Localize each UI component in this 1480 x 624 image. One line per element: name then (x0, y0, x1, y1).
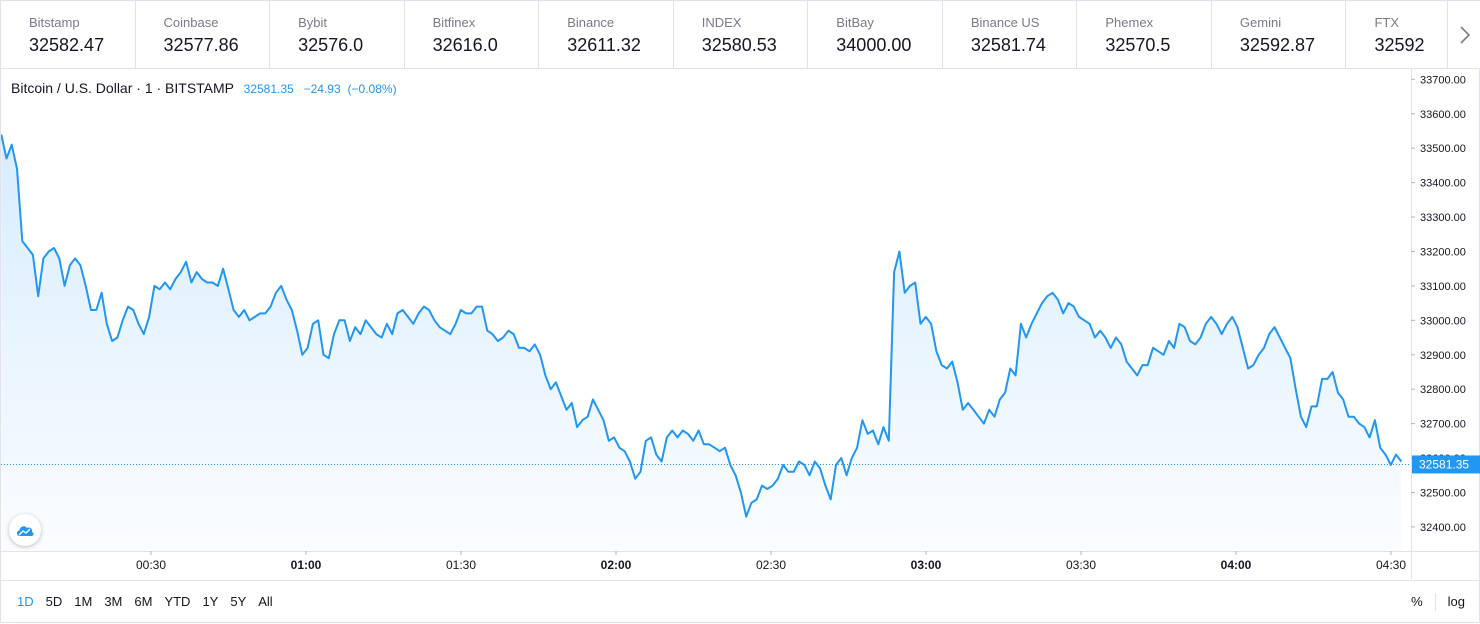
range-1m[interactable]: 1M (74, 594, 93, 609)
exchange-tab-binance-us[interactable]: Binance US 32581.74 (943, 1, 1078, 68)
exchange-tab-index[interactable]: INDEX 32580.53 (674, 1, 809, 68)
price-tick-label: 33100.00 (1420, 281, 1466, 293)
price-tick-label: 32700.00 (1420, 419, 1466, 431)
exchange-name: Binance US (970, 15, 1040, 30)
cloud-logo-icon[interactable] (9, 514, 41, 546)
exchange-tab-binance[interactable]: Binance 32611.32 (539, 1, 674, 68)
exchange-name: Coinbase (163, 15, 219, 30)
price-tick-label: 33400.00 (1420, 178, 1466, 190)
log-scale-toggle[interactable]: log (1447, 594, 1465, 609)
exchange-name: Bitfinex (432, 15, 476, 30)
exchange-tab-bitstamp[interactable]: Bitstamp 32582.47 (1, 1, 136, 68)
price-tick-label: 33300.00 (1420, 212, 1466, 224)
range-5y[interactable]: 5Y (230, 594, 247, 609)
percent-scale-toggle[interactable]: % (1411, 594, 1423, 609)
time-tick-label: 00:30 (136, 558, 166, 572)
exchange-price: 32581.74 (970, 35, 1046, 55)
price-line (1, 134, 1403, 518)
range-1y[interactable]: 1Y (202, 594, 219, 609)
time-tick-label: 04:00 (1221, 558, 1252, 572)
last-price-axis-badge (1412, 455, 1480, 474)
price-tick-label: 33000.00 (1420, 315, 1466, 327)
exchange-tab-ftx[interactable]: FTX 32592 (1346, 1, 1480, 68)
divider (1434, 593, 1436, 611)
exchange-name: FTX (1374, 15, 1400, 30)
exchange-price: 32592.87 (1239, 35, 1315, 55)
exchange-price: 32577.86 (163, 35, 239, 55)
price-tick-label: 33600.00 (1420, 109, 1466, 121)
time-tick-label: 03:30 (1066, 558, 1096, 572)
exchange-tab-bybit[interactable]: Bybit 32576.0 (270, 1, 405, 68)
range-6m[interactable]: 6M (134, 594, 153, 609)
chart-legend: Bitcoin / U.S. Dollar · 1 · BITSTAMP 325… (11, 80, 397, 96)
exchange-tab-bitbay[interactable]: BitBay 34000.00 (808, 1, 943, 68)
price-change-percent: (−0.08%) (347, 82, 397, 96)
price-tick-label: 33700.00 (1420, 74, 1466, 86)
last-price: 32581.35 (243, 82, 294, 96)
exchange-tab-gemini[interactable]: Gemini 32592.87 (1212, 1, 1347, 68)
price-chart[interactable]: 32400.0032500.0032600.0032700.0032800.00… (1, 69, 1480, 579)
time-tick-label: 03:00 (911, 558, 942, 572)
exchange-price: 32592 (1374, 35, 1425, 55)
range-ytd[interactable]: YTD (164, 594, 191, 609)
time-tick-label: 02:00 (601, 558, 632, 572)
exchange-name: Gemini (1239, 15, 1282, 30)
price-tick-label: 32900.00 (1420, 350, 1466, 362)
time-tick-label: 01:00 (291, 558, 322, 572)
last-price-axis-label: 32581.35 (1419, 457, 1469, 471)
price-tick-label: 33200.00 (1420, 246, 1466, 258)
price-tick-label: 33500.00 (1420, 143, 1466, 155)
exchange-name: Bybit (298, 15, 327, 30)
scroll-exchanges-button[interactable] (1447, 1, 1480, 68)
exchange-price: 32616.0 (432, 35, 498, 55)
exchange-price: 32611.32 (567, 35, 641, 55)
exchange-name: Binance (567, 15, 615, 30)
exchange-tab-bitfinex[interactable]: Bitfinex 32616.0 (405, 1, 540, 68)
chevron-right-icon (1459, 25, 1470, 44)
time-tick-label: 01:30 (446, 558, 476, 572)
exchange-price: 32580.53 (701, 35, 777, 55)
exchange-name: INDEX (701, 15, 742, 30)
exchange-name: Phemex (1105, 15, 1154, 30)
price-change: −24.93 (303, 82, 341, 96)
bottom-toolbar: 1D 5D 1M 3M 6M YTD 1Y 5Y All % log (1, 580, 1480, 624)
time-tick-label: 04:30 (1376, 558, 1406, 572)
range-1d[interactable]: 1D (17, 594, 34, 609)
range-5d[interactable]: 5D (45, 594, 63, 609)
range-all[interactable]: All (258, 594, 273, 609)
symbol-description: Bitcoin / U.S. Dollar · 1 · BITSTAMP (11, 80, 234, 96)
exchange-tab-phemex[interactable]: Phemex 32570.5 (1077, 1, 1212, 68)
exchange-price: 32582.47 (29, 35, 105, 55)
range-3m[interactable]: 3M (104, 594, 123, 609)
exchange-price: 32576.0 (298, 35, 364, 55)
exchange-name: BitBay (836, 15, 874, 30)
price-tick-label: 32800.00 (1420, 384, 1466, 396)
time-tick-label: 02:30 (756, 558, 786, 572)
range-selector: 1D 5D 1M 3M 6M YTD 1Y 5Y All (11, 593, 279, 611)
exchange-ticker-bar: Bitstamp 32582.47 Coinbase 32577.86 Bybi… (1, 1, 1480, 69)
exchange-price: 34000.00 (836, 35, 912, 55)
price-tick-label: 32400.00 (1420, 522, 1466, 534)
exchange-name: Bitstamp (29, 15, 80, 30)
exchange-price: 32570.5 (1105, 35, 1171, 55)
price-tick-label: 32500.00 (1420, 487, 1466, 499)
scale-options: % log (1403, 593, 1473, 611)
price-area-fill (1, 134, 1402, 551)
chart-area[interactable]: 32400.0032500.0032600.0032700.0032800.00… (1, 69, 1480, 579)
exchange-tab-coinbase[interactable]: Coinbase 32577.86 (136, 1, 271, 68)
